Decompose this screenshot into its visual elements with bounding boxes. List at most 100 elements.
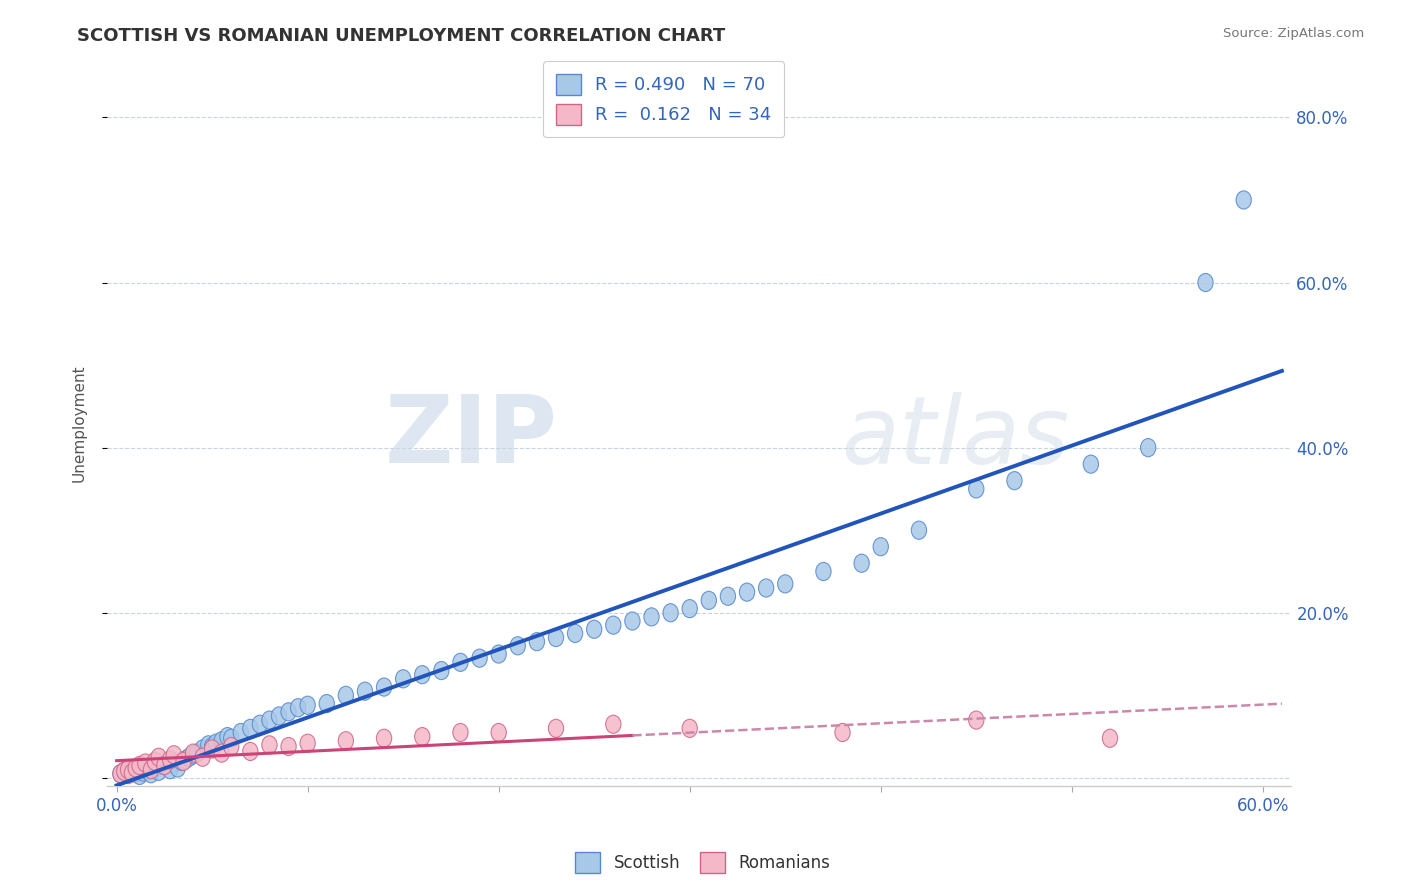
Ellipse shape [415,728,430,746]
Ellipse shape [121,761,136,779]
Ellipse shape [163,761,177,779]
Ellipse shape [224,738,239,756]
Ellipse shape [682,599,697,618]
Ellipse shape [510,637,526,655]
Ellipse shape [124,761,139,779]
Ellipse shape [124,764,139,782]
Ellipse shape [117,762,132,780]
Ellipse shape [252,715,267,733]
Ellipse shape [339,731,353,750]
Ellipse shape [357,682,373,700]
Ellipse shape [586,620,602,639]
Ellipse shape [163,751,177,769]
Ellipse shape [664,604,678,622]
Ellipse shape [186,746,201,764]
Ellipse shape [453,723,468,741]
Ellipse shape [143,764,159,783]
Legend: R = 0.490   N = 70, R =  0.162   N = 34: R = 0.490 N = 70, R = 0.162 N = 34 [543,62,785,137]
Ellipse shape [339,686,353,705]
Ellipse shape [395,670,411,688]
Ellipse shape [148,759,163,777]
Ellipse shape [190,744,204,762]
Ellipse shape [1007,472,1022,490]
Ellipse shape [606,715,621,733]
Ellipse shape [128,759,143,777]
Ellipse shape [139,762,155,780]
Text: ZIP: ZIP [384,392,557,483]
Ellipse shape [166,746,181,764]
Ellipse shape [873,538,889,556]
Ellipse shape [281,703,297,721]
Ellipse shape [176,752,191,771]
Ellipse shape [271,706,287,725]
Ellipse shape [243,719,257,738]
Ellipse shape [208,734,224,752]
Ellipse shape [243,742,257,761]
Ellipse shape [204,739,219,758]
Ellipse shape [740,583,755,601]
Ellipse shape [1236,191,1251,209]
Ellipse shape [433,662,449,680]
Ellipse shape [121,765,136,784]
Ellipse shape [853,554,869,573]
Legend: Scottish, Romanians: Scottish, Romanians [569,846,837,880]
Ellipse shape [969,711,984,729]
Ellipse shape [778,574,793,593]
Ellipse shape [644,607,659,626]
Ellipse shape [682,719,697,738]
Ellipse shape [195,739,211,758]
Ellipse shape [156,756,172,774]
Ellipse shape [453,653,468,672]
Ellipse shape [112,764,128,783]
Ellipse shape [291,698,305,717]
Ellipse shape [224,729,239,747]
Ellipse shape [136,763,150,781]
Ellipse shape [262,736,277,754]
Ellipse shape [548,629,564,647]
Ellipse shape [148,752,163,771]
Ellipse shape [377,678,392,696]
Ellipse shape [166,754,181,772]
Ellipse shape [262,711,277,729]
Y-axis label: Unemployment: Unemployment [72,364,86,482]
Ellipse shape [214,731,229,750]
Ellipse shape [415,665,430,684]
Ellipse shape [529,632,544,651]
Ellipse shape [204,738,219,756]
Ellipse shape [201,736,217,754]
Ellipse shape [911,521,927,540]
Text: atlas: atlas [841,392,1070,483]
Ellipse shape [568,624,582,642]
Ellipse shape [835,723,851,741]
Ellipse shape [170,759,186,777]
Ellipse shape [186,744,201,762]
Ellipse shape [491,645,506,663]
Ellipse shape [299,734,315,752]
Ellipse shape [548,719,564,738]
Ellipse shape [281,738,297,756]
Ellipse shape [319,695,335,713]
Ellipse shape [174,752,190,771]
Ellipse shape [219,728,235,746]
Ellipse shape [624,612,640,630]
Ellipse shape [758,579,773,597]
Ellipse shape [150,762,166,780]
Ellipse shape [969,480,984,498]
Ellipse shape [606,616,621,634]
Ellipse shape [214,744,229,762]
Ellipse shape [132,756,148,774]
Ellipse shape [150,748,166,766]
Ellipse shape [815,562,831,581]
Ellipse shape [112,764,128,783]
Ellipse shape [1102,729,1118,747]
Ellipse shape [156,756,172,774]
Ellipse shape [377,729,392,747]
Ellipse shape [1140,439,1156,457]
Text: SCOTTISH VS ROMANIAN UNEMPLOYMENT CORRELATION CHART: SCOTTISH VS ROMANIAN UNEMPLOYMENT CORREL… [77,27,725,45]
Ellipse shape [1198,274,1213,292]
Ellipse shape [181,748,197,766]
Ellipse shape [491,723,506,741]
Ellipse shape [128,764,143,782]
Ellipse shape [472,649,488,667]
Ellipse shape [177,751,193,769]
